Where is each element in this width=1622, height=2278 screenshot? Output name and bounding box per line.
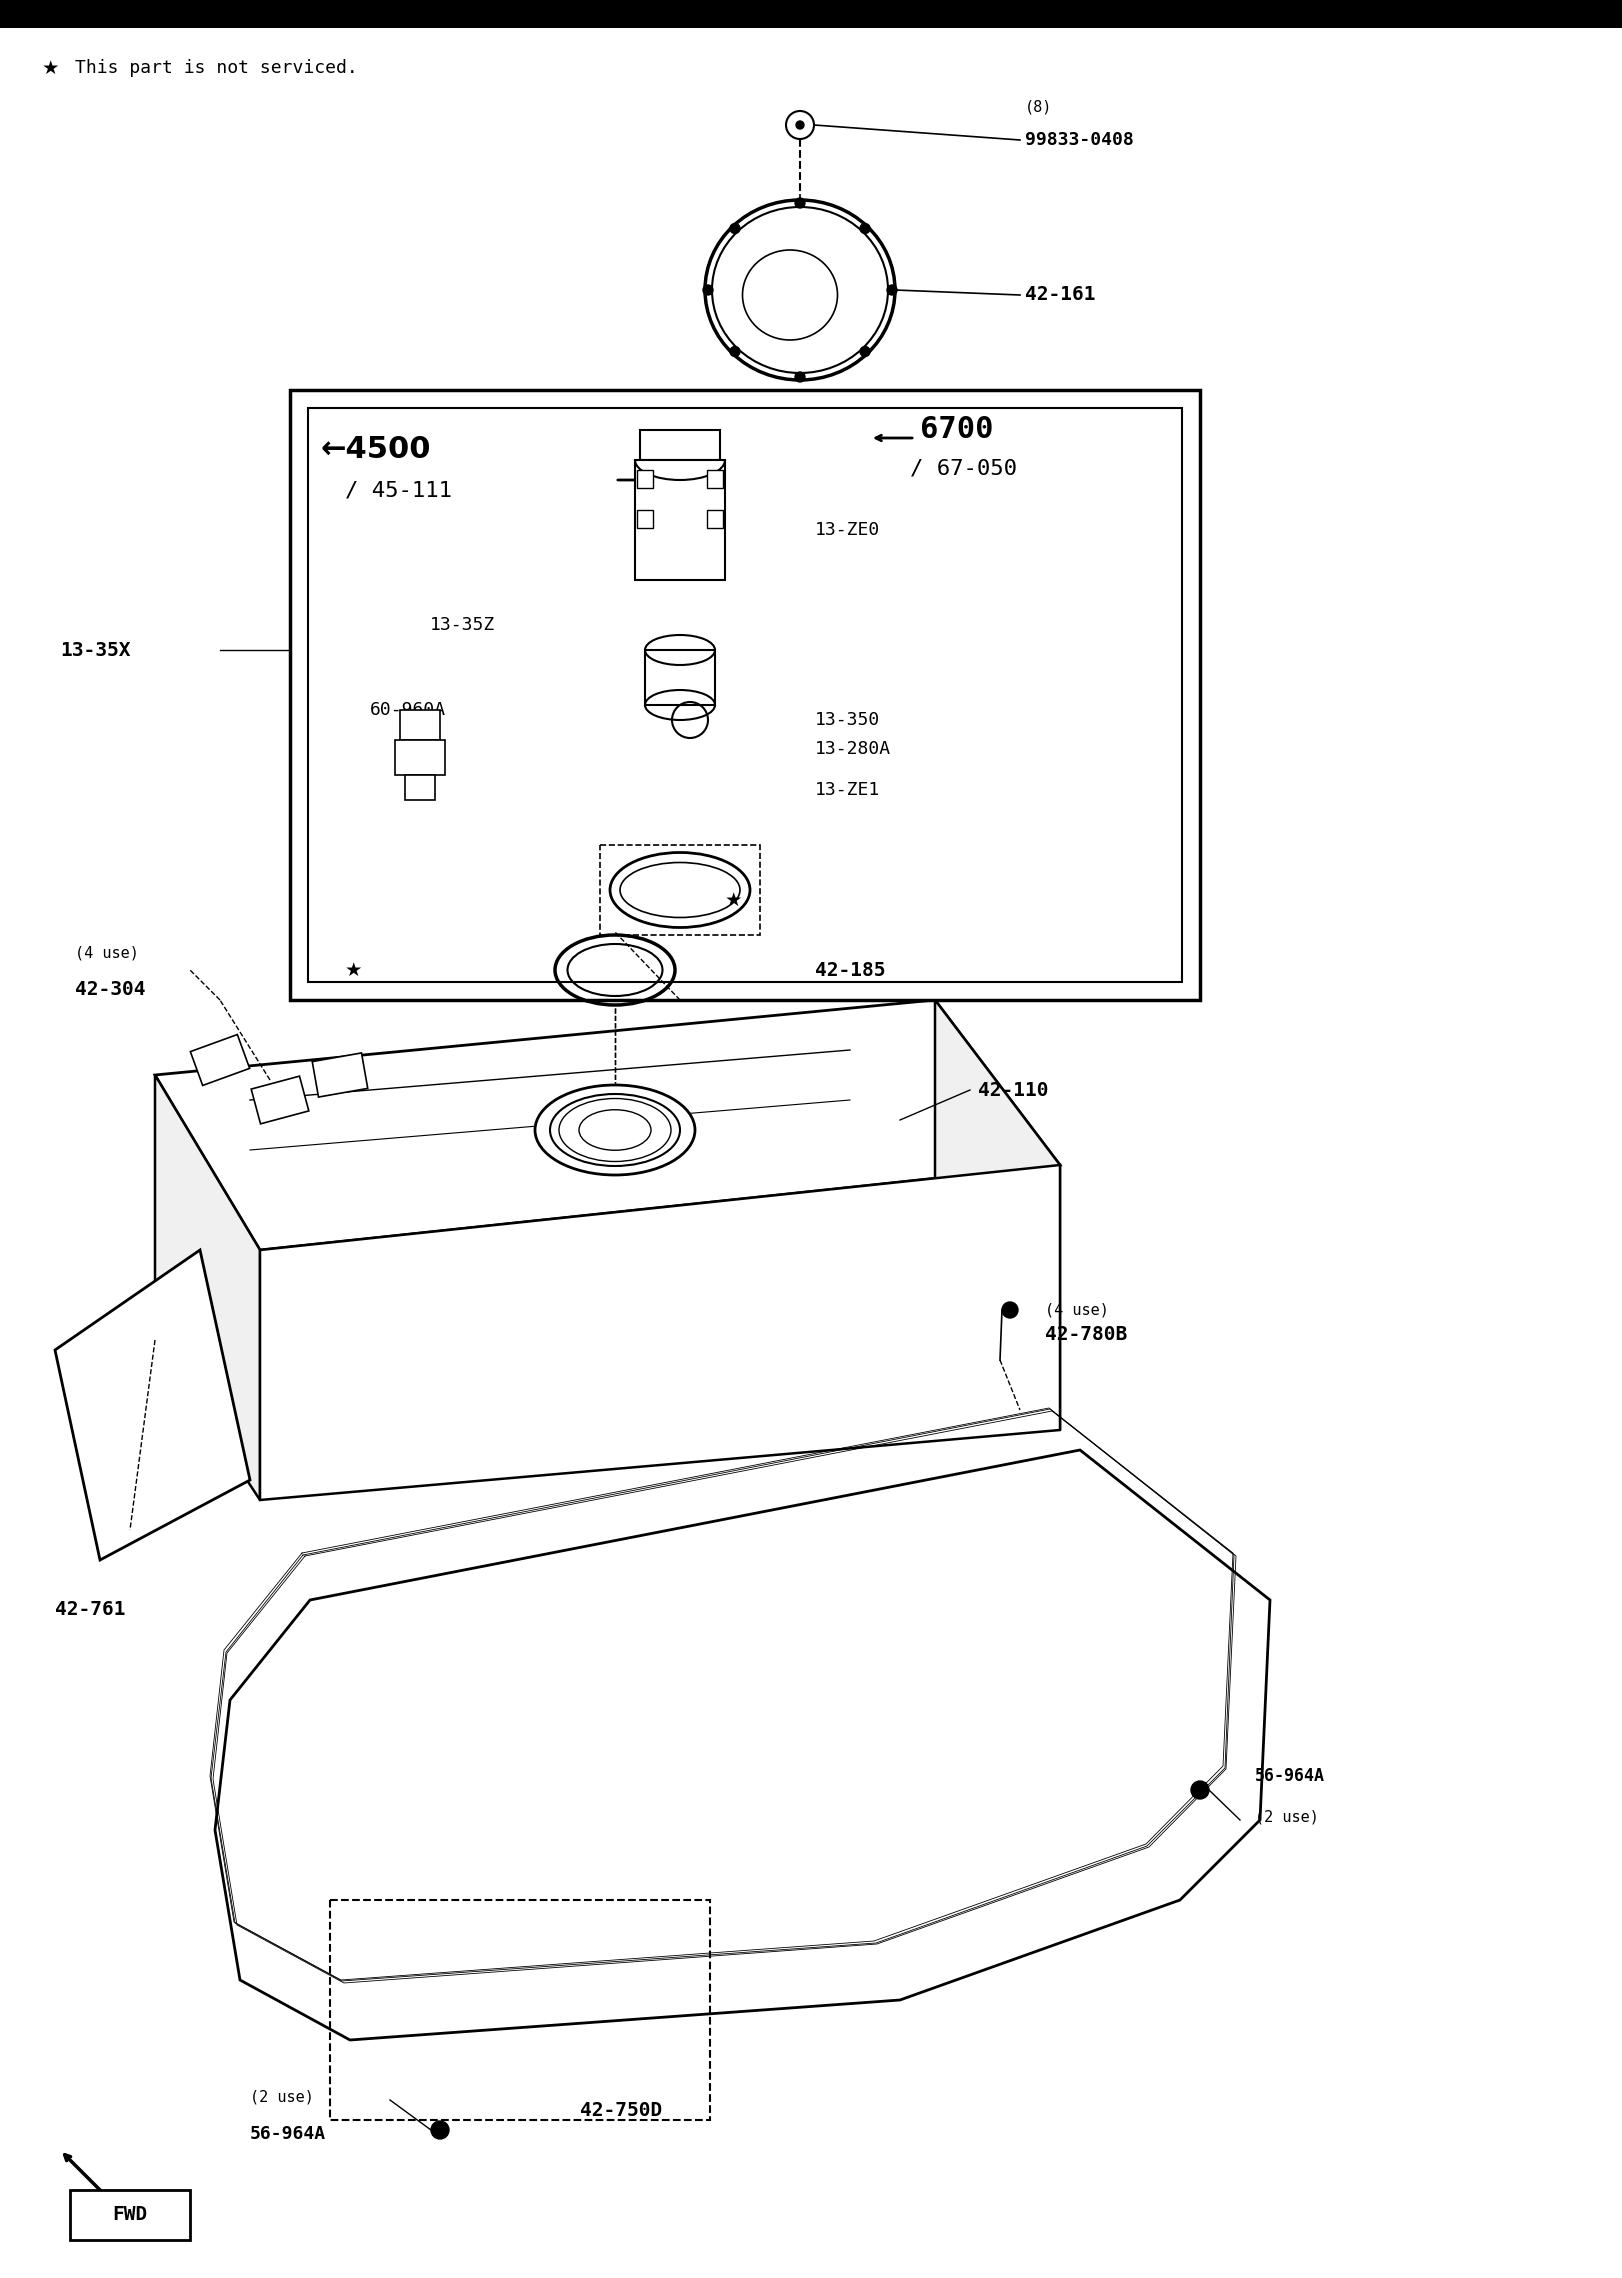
Polygon shape [313,1052,368,1098]
Circle shape [795,198,805,207]
Text: 13-ZE0: 13-ZE0 [814,522,881,540]
Bar [0,0,1622,27]
Text: (2 use): (2 use) [250,2089,315,2105]
Text: (4 use): (4 use) [1045,1303,1109,1317]
Polygon shape [156,1075,260,1499]
Text: ←4500: ←4500 [320,435,430,465]
Text: / 67-050: / 67-050 [910,458,1017,478]
Text: 42-161: 42-161 [1025,285,1095,305]
Bar [396,740,444,775]
Circle shape [796,121,805,130]
Bar [646,649,715,704]
Polygon shape [190,1034,250,1084]
Text: 13-350: 13-350 [814,711,881,729]
Text: 60-960A: 60-960A [370,702,446,720]
Polygon shape [260,1164,1061,1499]
Text: 13-280A: 13-280A [814,740,890,759]
Text: (2 use): (2 use) [1255,1811,1319,1825]
Text: 42-185: 42-185 [814,961,886,980]
Text: FWD: FWD [112,2205,148,2226]
Text: 6700: 6700 [920,415,994,444]
Text: ★: ★ [725,891,743,909]
Bar [329,1900,710,2121]
Polygon shape [55,1251,250,1560]
Text: 13-35X: 13-35X [60,640,130,661]
Bar [707,510,723,528]
Ellipse shape [535,1084,694,1175]
Circle shape [887,285,897,294]
Circle shape [431,2121,449,2139]
Text: 56-964A: 56-964A [1255,1768,1325,1786]
Bar [308,408,1182,982]
Text: 13-ZE1: 13-ZE1 [814,781,881,800]
Text: 99833-0408: 99833-0408 [1025,132,1134,148]
Circle shape [860,223,869,232]
Text: 42-780B: 42-780B [1045,1326,1127,1344]
Text: 42-304: 42-304 [75,980,146,1000]
Bar [406,775,435,800]
Polygon shape [934,1000,1061,1431]
Bar [637,510,654,528]
Polygon shape [251,1075,308,1123]
Text: This part is not serviced.: This part is not serviced. [75,59,358,77]
Text: 13-35Z: 13-35Z [430,615,495,633]
Text: 42-750D: 42-750D [581,2100,662,2119]
Circle shape [1191,1781,1208,1800]
Bar [290,390,1200,1000]
Text: (8): (8) [1025,100,1053,114]
Polygon shape [216,1451,1270,2041]
Text: 56-964A: 56-964A [250,2125,326,2144]
Bar [70,2189,190,2239]
Circle shape [730,223,740,232]
Circle shape [730,346,740,358]
Bar [634,460,725,581]
Text: 42-761: 42-761 [55,1599,125,1620]
Bar [637,469,654,487]
Bar [641,431,720,460]
Text: 42-110: 42-110 [978,1080,1048,1100]
Circle shape [795,371,805,383]
Circle shape [860,346,869,358]
Polygon shape [156,1000,1061,1251]
Bar [401,711,440,740]
Bar [707,469,723,487]
Bar [600,845,761,934]
Circle shape [702,285,714,294]
Text: ★: ★ [42,59,60,77]
Text: / 45-111: / 45-111 [345,481,453,499]
Text: (4 use): (4 use) [75,945,139,959]
Text: ★: ★ [345,961,362,980]
Circle shape [1002,1303,1019,1319]
